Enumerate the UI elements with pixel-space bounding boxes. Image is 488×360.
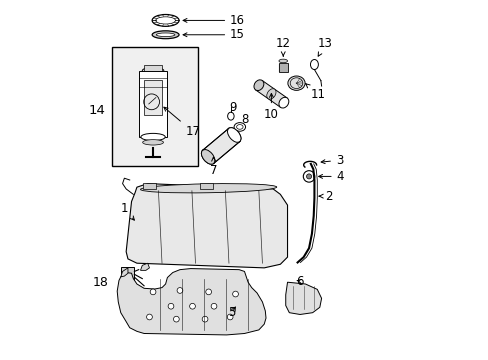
Bar: [121, 283, 124, 289]
Ellipse shape: [201, 149, 214, 164]
Text: 8: 8: [241, 113, 248, 126]
Text: 6: 6: [296, 275, 303, 288]
Polygon shape: [117, 269, 265, 335]
Bar: [144, 65, 162, 74]
Text: 13: 13: [317, 37, 332, 56]
Circle shape: [177, 288, 183, 293]
Ellipse shape: [227, 128, 241, 142]
Text: 5: 5: [228, 306, 235, 319]
Polygon shape: [121, 268, 128, 277]
Ellipse shape: [253, 80, 264, 91]
Circle shape: [189, 303, 195, 309]
Ellipse shape: [278, 59, 287, 63]
Text: 2: 2: [319, 190, 332, 203]
Ellipse shape: [227, 112, 234, 120]
Circle shape: [205, 289, 211, 295]
Ellipse shape: [156, 33, 175, 37]
Circle shape: [146, 314, 152, 320]
Text: 3: 3: [321, 154, 343, 167]
Ellipse shape: [227, 128, 241, 142]
Polygon shape: [126, 184, 287, 268]
Ellipse shape: [287, 76, 305, 90]
Ellipse shape: [234, 123, 245, 131]
Circle shape: [211, 303, 217, 309]
Text: 17: 17: [163, 107, 200, 138]
Ellipse shape: [142, 140, 163, 145]
Bar: [112, 47, 198, 166]
Bar: [278, 63, 287, 72]
Ellipse shape: [152, 31, 179, 39]
Circle shape: [232, 291, 238, 297]
Text: 9: 9: [229, 101, 236, 114]
Polygon shape: [140, 263, 149, 270]
Ellipse shape: [142, 67, 163, 74]
Ellipse shape: [266, 89, 275, 99]
Text: 1: 1: [120, 202, 134, 220]
Bar: [143, 80, 162, 116]
Bar: [139, 71, 166, 137]
Circle shape: [227, 314, 233, 320]
Bar: [121, 267, 134, 284]
Text: 15: 15: [183, 28, 244, 41]
Ellipse shape: [201, 149, 214, 164]
Text: 14: 14: [89, 104, 106, 117]
Ellipse shape: [278, 97, 288, 108]
Circle shape: [173, 316, 179, 322]
Polygon shape: [255, 81, 286, 107]
Bar: [200, 183, 213, 189]
Circle shape: [306, 174, 311, 179]
Text: 12: 12: [275, 37, 290, 56]
Text: 18: 18: [93, 276, 109, 289]
Circle shape: [168, 303, 174, 309]
Circle shape: [303, 171, 314, 182]
Text: 16: 16: [183, 14, 244, 27]
Ellipse shape: [152, 14, 179, 26]
Ellipse shape: [141, 134, 165, 140]
Bar: [142, 183, 156, 189]
Ellipse shape: [310, 59, 318, 69]
Text: 11: 11: [305, 84, 325, 101]
Polygon shape: [202, 129, 239, 163]
Circle shape: [150, 289, 156, 295]
Polygon shape: [285, 282, 321, 315]
Ellipse shape: [140, 184, 276, 193]
Circle shape: [202, 316, 207, 322]
Text: 7: 7: [210, 157, 217, 177]
Text: 4: 4: [318, 170, 344, 183]
Text: 10: 10: [264, 94, 278, 121]
